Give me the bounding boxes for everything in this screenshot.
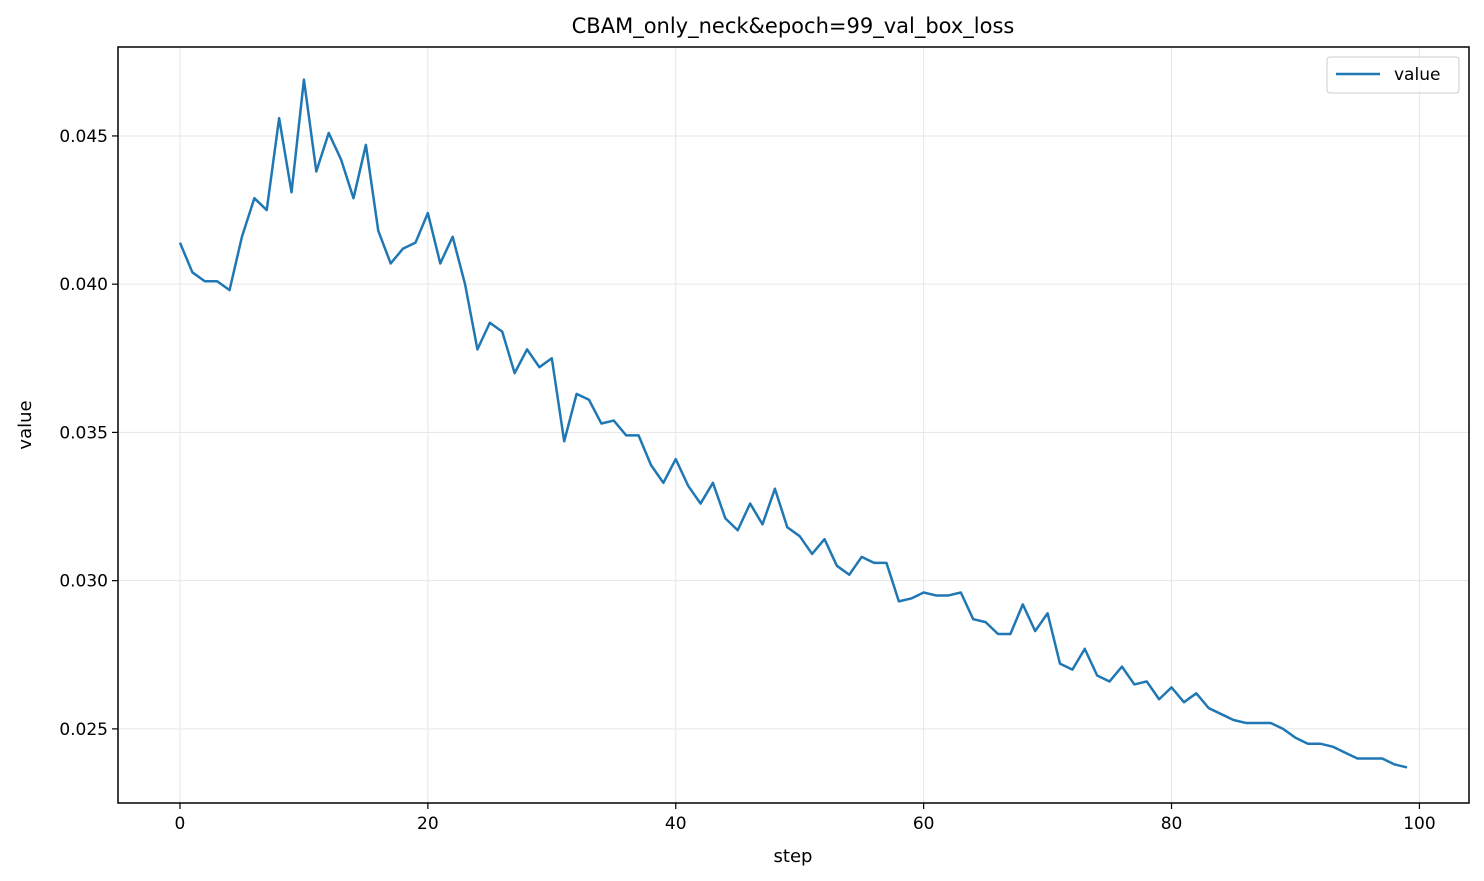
- y-tick-label: 0.025: [59, 720, 108, 740]
- x-tick-label: 100: [1403, 814, 1435, 834]
- y-axis: 0.025 0.030 0.035 0.040 0.045: [59, 127, 118, 740]
- grid-lines: [118, 47, 1469, 803]
- x-tick-label: 40: [665, 814, 687, 834]
- y-tick-label: 0.045: [59, 127, 108, 147]
- legend-box: [1326, 56, 1460, 94]
- y-tick-label: 0.040: [59, 275, 108, 295]
- plot-frame: [117, 46, 1470, 804]
- x-tick-label: 60: [913, 814, 935, 834]
- series-line: [178, 78, 1408, 769]
- x-tick-label: 80: [1161, 814, 1183, 834]
- x-tick-label: 0: [175, 814, 186, 834]
- series-layer: [178, 78, 1408, 769]
- x-axis: 0 20 40 60 80 100: [175, 803, 1436, 834]
- y-axis-label: value: [15, 400, 36, 449]
- legend-label: value: [1394, 65, 1440, 85]
- chart-title: CBAM_only_neck&epoch=99_val_box_loss: [572, 14, 1015, 39]
- y-tick-label: 0.030: [59, 572, 108, 592]
- legend: value: [1326, 56, 1460, 94]
- y-tick-label: 0.035: [59, 423, 108, 443]
- x-tick-label: 20: [417, 814, 439, 834]
- x-axis-label: step: [774, 846, 813, 867]
